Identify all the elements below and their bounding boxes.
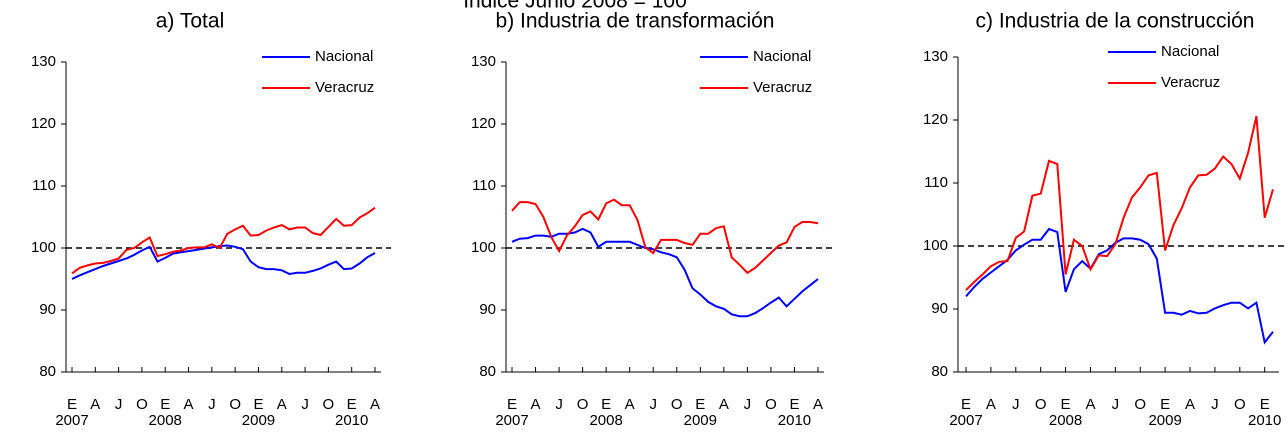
x-tick-label: E — [1061, 396, 1071, 413]
year-label: 2009 — [242, 412, 275, 429]
chart-title: c) Industria de la construcción — [976, 10, 1255, 33]
x-tick-label: J — [1112, 396, 1120, 413]
y-tick-label: 80 — [931, 363, 948, 380]
y-tick-label: 100 — [31, 239, 56, 256]
x-tick-label: A — [1185, 396, 1195, 413]
x-tick-label: E — [67, 396, 77, 413]
y-tick-label: 80 — [479, 363, 496, 380]
year-label: 2008 — [1049, 412, 1082, 429]
year-label: 2007 — [949, 412, 982, 429]
x-tick-label: E — [961, 396, 971, 413]
year-label: 2010 — [778, 412, 811, 429]
legend-label: Nacional — [315, 48, 373, 65]
x-tick-label: O — [1234, 396, 1246, 413]
x-tick-label: A — [184, 396, 194, 413]
y-tick-label: 110 — [472, 177, 496, 194]
chart-title: b) Industria de transformación — [496, 10, 775, 33]
x-tick-label: O — [577, 396, 589, 413]
x-tick-label: O — [1035, 396, 1047, 413]
x-tick-label: A — [1085, 396, 1095, 413]
series-line — [511, 198, 819, 275]
x-tick-label: A — [986, 396, 996, 413]
y-tick-label: 130 — [471, 53, 496, 70]
y-tick-label: 90 — [479, 301, 496, 318]
y-tick-label: 120 — [471, 115, 496, 132]
x-tick-label: J — [555, 396, 563, 413]
y-tick-label: 110 — [924, 174, 948, 191]
y-tick-label: 130 — [923, 48, 948, 65]
x-tick-label: O — [229, 396, 241, 413]
y-tick-label: 110 — [32, 177, 56, 194]
legend-label: Nacional — [1161, 43, 1219, 60]
x-tick-label: O — [1134, 396, 1146, 413]
x-tick-label: A — [719, 396, 729, 413]
series-line — [965, 227, 1274, 345]
chart-title: a) Total — [156, 10, 225, 33]
x-tick-label: E — [1160, 396, 1170, 413]
y-tick-label: 120 — [923, 111, 948, 128]
y-tick-label: 90 — [39, 301, 56, 318]
x-tick-label: E — [1260, 396, 1270, 413]
legend-label: Nacional — [753, 48, 811, 65]
x-tick-label: A — [370, 396, 380, 413]
x-tick-label: J — [115, 396, 123, 413]
year-label: 2007 — [495, 412, 528, 429]
year-label: 2008 — [149, 412, 182, 429]
series-line — [511, 227, 819, 318]
subtitle: Indice Junio 2008 = 100 — [463, 0, 687, 13]
x-tick-label: E — [601, 396, 611, 413]
x-tick-label: O — [136, 396, 148, 413]
x-tick-label: E — [160, 396, 170, 413]
year-label: 2008 — [589, 412, 622, 429]
y-tick-label: 130 — [31, 53, 56, 70]
x-tick-label: J — [1012, 396, 1020, 413]
x-tick-label: E — [253, 396, 263, 413]
series-line — [71, 244, 376, 280]
series-line — [965, 115, 1274, 291]
y-tick-label: 80 — [39, 363, 56, 380]
y-tick-label: 90 — [931, 300, 948, 317]
x-tick-label: E — [347, 396, 357, 413]
year-label: 2010 — [335, 412, 368, 429]
x-tick-label: J — [208, 396, 216, 413]
y-tick-label: 100 — [471, 239, 496, 256]
x-tick-label: A — [90, 396, 100, 413]
series-line — [71, 206, 376, 275]
x-tick-label: A — [277, 396, 287, 413]
year-label: 2009 — [684, 412, 717, 429]
x-tick-label: O — [671, 396, 683, 413]
x-tick-label: A — [813, 396, 823, 413]
x-tick-label: A — [531, 396, 541, 413]
x-tick-label: J — [1211, 396, 1219, 413]
year-label: 2007 — [55, 412, 88, 429]
x-tick-label: E — [695, 396, 705, 413]
x-tick-label: J — [301, 396, 309, 413]
x-tick-label: O — [765, 396, 777, 413]
x-tick-label: O — [323, 396, 335, 413]
year-label: 2009 — [1148, 412, 1181, 429]
x-tick-label: A — [625, 396, 635, 413]
y-tick-label: 100 — [923, 237, 948, 254]
x-tick-label: E — [507, 396, 517, 413]
x-tick-label: J — [649, 396, 657, 413]
x-tick-label: J — [744, 396, 752, 413]
legend-label: Veracruz — [753, 79, 812, 96]
legend-label: Veracruz — [1161, 74, 1220, 91]
legend-label: Veracruz — [315, 79, 374, 96]
y-tick-label: 120 — [31, 115, 56, 132]
x-tick-label: E — [789, 396, 799, 413]
year-label: 2010 — [1248, 412, 1281, 429]
